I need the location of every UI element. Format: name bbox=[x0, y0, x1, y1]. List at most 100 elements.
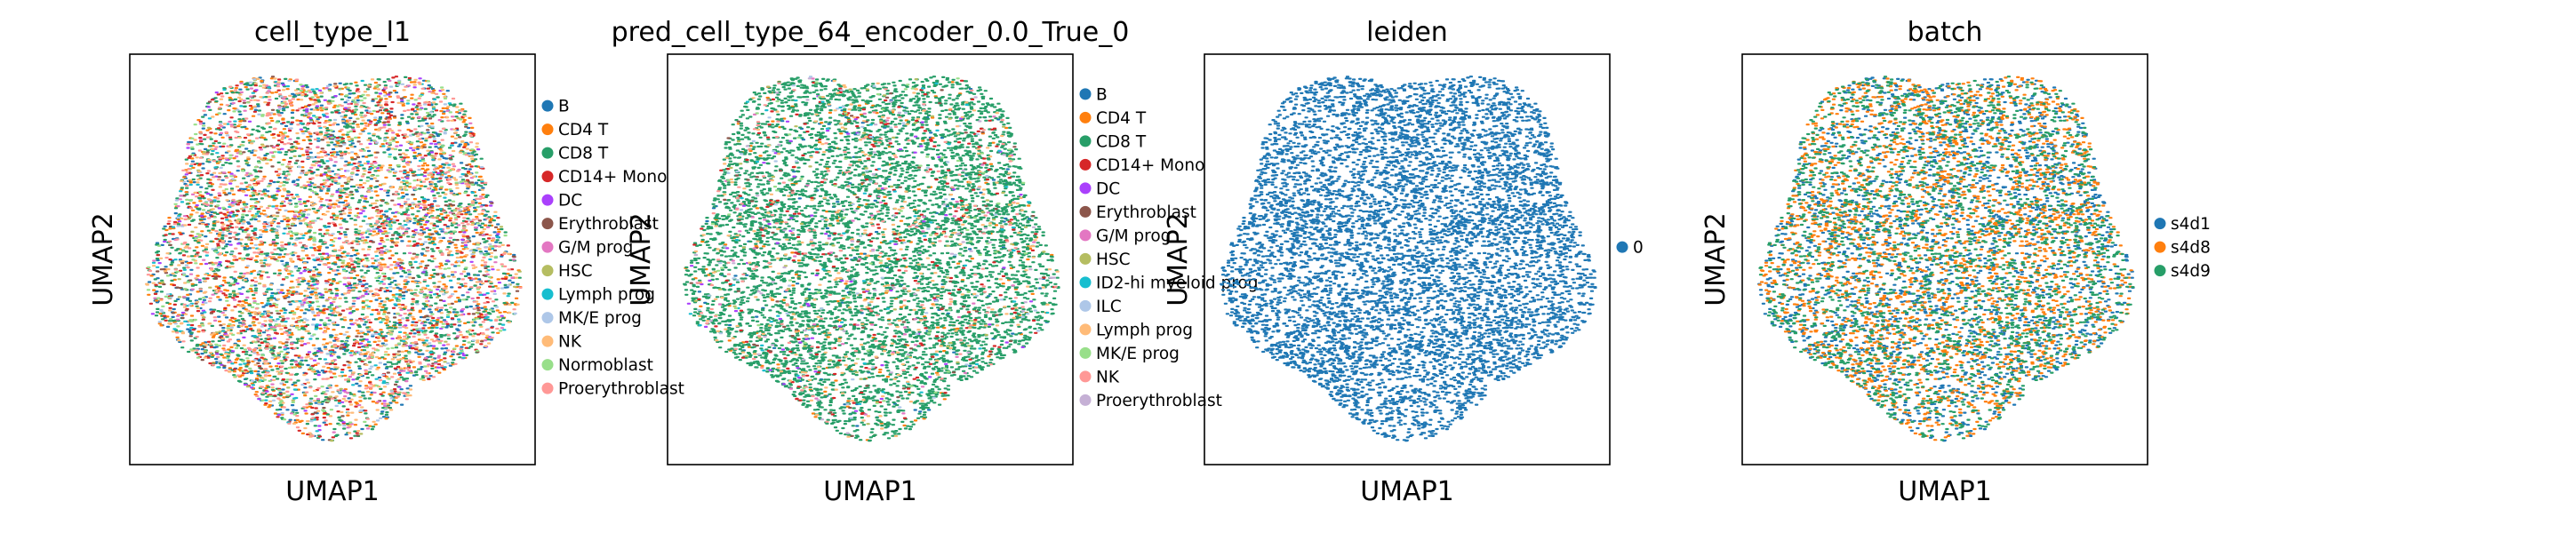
x-axis-label: UMAP1 bbox=[1360, 476, 1454, 507]
legend-marker bbox=[541, 241, 554, 253]
y-axis-label: UMAP2 bbox=[626, 212, 657, 306]
legend-marker bbox=[2154, 218, 2166, 230]
scatter-points-g-m-prog bbox=[695, 77, 1054, 416]
legend-label: CD4 T bbox=[558, 121, 609, 139]
legend-label: CD14+ Mono bbox=[558, 168, 667, 187]
y-axis-label: UMAP2 bbox=[1163, 212, 1194, 306]
legend-label: G/M prog bbox=[558, 239, 633, 258]
panel-pred-cell-type: pred_cell_type_64_encoder_0.0_True_0 UMA… bbox=[612, 17, 1259, 507]
scatter-points-ilc bbox=[697, 76, 1041, 419]
legend-marker bbox=[1079, 182, 1092, 195]
legend-marker bbox=[541, 171, 554, 183]
scatter-points-proerythroblast bbox=[146, 78, 523, 437]
legend-marker bbox=[1079, 370, 1092, 383]
legend-marker bbox=[541, 218, 554, 230]
legend-marker bbox=[1079, 394, 1092, 406]
scatter-points-dc bbox=[686, 95, 1034, 412]
legend-label: s4d1 bbox=[2171, 215, 2211, 234]
legend-label: MK/E prog bbox=[1096, 345, 1180, 363]
legend-label: HSC bbox=[1096, 251, 1131, 269]
legend-marker bbox=[541, 265, 554, 277]
x-axis-label: UMAP1 bbox=[285, 476, 380, 507]
legend-marker bbox=[541, 312, 554, 324]
legend-marker bbox=[1079, 88, 1092, 100]
scatter-points bbox=[145, 76, 523, 442]
panel-leiden: leiden UMAP1 UMAP2 0 bbox=[1163, 17, 1644, 507]
legend-marker bbox=[1079, 276, 1092, 289]
legend: s4d1 s4d8 s4d9 bbox=[2154, 215, 2211, 281]
legend-label: B bbox=[1096, 85, 1108, 104]
legend-label: Proerythroblast bbox=[1096, 392, 1222, 410]
panel-title: leiden bbox=[1366, 17, 1448, 48]
scatter-points-s4d9 bbox=[1758, 76, 2135, 442]
panel-title: cell_type_l1 bbox=[254, 17, 411, 48]
legend-label: 0 bbox=[1633, 239, 1644, 258]
legend-label: Erythroblast bbox=[558, 215, 659, 234]
scatter-points-cd14-mono bbox=[692, 79, 1057, 419]
legend-label: HSC bbox=[558, 262, 593, 281]
scatter-points-0 bbox=[1220, 76, 1597, 442]
scatter-points bbox=[1757, 76, 2135, 442]
legend-label: DC bbox=[558, 192, 582, 211]
scatter-points-nk bbox=[696, 82, 1058, 423]
scatter-points bbox=[1220, 76, 1597, 442]
scatter-points-erythroblast bbox=[689, 89, 1036, 437]
legend-label: CD14+ Mono bbox=[1096, 156, 1204, 175]
panel-title: batch bbox=[1908, 17, 1983, 48]
legend-label: Proerythroblast bbox=[558, 380, 684, 399]
legend-marker bbox=[541, 99, 554, 112]
legend-marker bbox=[1616, 241, 1628, 253]
legend-label: ILC bbox=[1096, 298, 1122, 316]
plot-frame bbox=[129, 53, 536, 465]
scatter-points-cd8-t bbox=[683, 76, 1060, 442]
scatter-points-hsc bbox=[693, 78, 1046, 426]
legend-marker bbox=[541, 288, 554, 300]
legend: 0 bbox=[1616, 239, 1644, 258]
legend-label: DC bbox=[1096, 179, 1120, 198]
legend-label: Lymph prog bbox=[1096, 321, 1193, 339]
legend-marker bbox=[541, 382, 554, 394]
scatter-points bbox=[683, 76, 1060, 442]
legend-label: s4d9 bbox=[2171, 262, 2211, 281]
legend-marker bbox=[2154, 241, 2166, 253]
legend: B CD4 T CD8 T CD14+ Mono DC Erythroblast G/M p… bbox=[541, 98, 684, 399]
legend-marker bbox=[541, 335, 554, 347]
legend-label: G/M prog bbox=[1096, 227, 1171, 245]
legend-marker bbox=[541, 123, 554, 136]
legend-marker bbox=[1079, 158, 1092, 171]
legend-marker bbox=[1079, 229, 1092, 242]
legend-label: CD8 T bbox=[558, 145, 609, 163]
legend-marker bbox=[1079, 111, 1092, 123]
panel-title: pred_cell_type_64_encoder_0.0_True_0 bbox=[612, 17, 1130, 48]
legend-marker bbox=[1079, 299, 1092, 312]
x-axis-label: UMAP1 bbox=[1898, 476, 1992, 507]
legend-label: CD4 T bbox=[1096, 109, 1147, 128]
legend-marker bbox=[541, 359, 554, 371]
scatter-points-lymph-prog bbox=[693, 80, 1060, 438]
legend-marker bbox=[1079, 323, 1092, 336]
legend-marker bbox=[1079, 252, 1092, 265]
plot-frame bbox=[1204, 53, 1611, 465]
legend-label: Normoblast bbox=[558, 356, 653, 375]
scatter-points-b bbox=[147, 76, 520, 442]
legend-marker bbox=[541, 194, 554, 206]
legend-label: Erythroblast bbox=[1096, 203, 1196, 222]
legend-label: Lymph prog bbox=[558, 286, 655, 305]
legend-marker bbox=[2154, 265, 2166, 277]
scatter-points-normoblast bbox=[146, 80, 508, 426]
legend-label: s4d8 bbox=[2171, 239, 2211, 258]
plot-frame bbox=[667, 53, 1074, 465]
plot-frame bbox=[1741, 53, 2148, 465]
y-axis-label: UMAP2 bbox=[1700, 212, 1732, 306]
legend-marker bbox=[1079, 205, 1092, 218]
legend-marker bbox=[541, 147, 554, 159]
panel-cell-type-l1: cell_type_l1 UMAP1 UMAP2 B CD4 T CD8 T CD14… bbox=[88, 17, 684, 507]
legend-label: MK/E prog bbox=[558, 309, 642, 328]
legend-marker bbox=[1079, 346, 1092, 359]
legend-label: CD8 T bbox=[1096, 132, 1147, 151]
scatter-points-lymph-prog bbox=[151, 79, 510, 433]
legend-label: B bbox=[558, 98, 570, 116]
legend-label: ID2-hi myeloid prog bbox=[1096, 274, 1258, 292]
y-axis-label: UMAP2 bbox=[88, 212, 119, 306]
